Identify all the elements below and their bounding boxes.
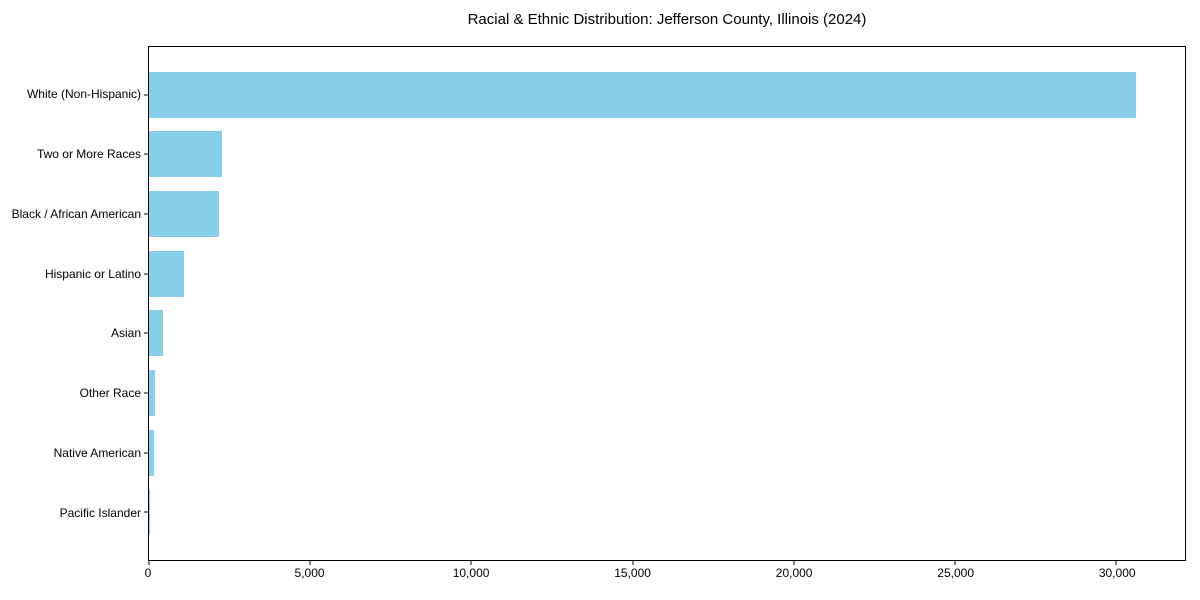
- y-tick-black-african-american: [144, 213, 148, 215]
- bar-native-american: [149, 429, 155, 476]
- y-tick-white-non-hispanic: [144, 94, 148, 96]
- y-axis-labels: White (Non-Hispanic) Two or More Races Bla…: [0, 46, 141, 561]
- y-label-asian: Asian: [110, 326, 141, 341]
- y-tick-hispanic-or-latino: [144, 273, 148, 275]
- y-tick-asian: [144, 332, 148, 334]
- plot-area: [144, 46, 1186, 565]
- y-tick-pacific-islander: [144, 511, 148, 513]
- x-tick-15-000: [632, 561, 634, 565]
- y-label-other-race: Other Race: [79, 386, 141, 401]
- y-label-native-american: Native American: [53, 446, 141, 461]
- y-label-white-non-hispanic: White (Non-Hispanic): [26, 86, 141, 101]
- x-ticklabel-15-000: 15,000: [614, 566, 651, 580]
- y-label-black-african-american: Black / African American: [11, 206, 141, 221]
- x-tick-25-000: [954, 561, 956, 565]
- bar-two-or-more-races: [149, 131, 222, 178]
- y-label-pacific-islander: Pacific Islander: [59, 506, 141, 521]
- x-axis-labels: 0 5,000 10,000 15,000 20,000 25,000 30,000: [144, 566, 1186, 584]
- bar-white-non-hispanic: [149, 71, 1136, 118]
- x-ticklabel-30-000: 30,000: [1098, 566, 1136, 580]
- chart-title: Racial & Ethnic Distribution: Jefferson …: [467, 11, 867, 28]
- x-tick-10-000: [470, 561, 472, 565]
- y-tick-other-race: [144, 392, 148, 394]
- x-tick-0: [148, 561, 150, 565]
- x-ticklabel-20-000: 20,000: [775, 566, 813, 580]
- x-ticklabel-0: 0: [144, 566, 152, 580]
- bar-other-race: [149, 369, 156, 416]
- bar-hispanic-or-latino: [149, 250, 184, 297]
- y-label-two-or-more-races: Two or More Races: [36, 146, 141, 161]
- bar-black-african-american: [149, 191, 219, 238]
- x-ticklabel-25-000: 25,000: [937, 566, 975, 580]
- y-label-hispanic-or-latino: Hispanic or Latino: [44, 266, 141, 281]
- x-tick-5-000: [309, 561, 311, 565]
- x-ticklabel-10-000: 10,000: [452, 566, 490, 580]
- bar-asian: [149, 310, 163, 357]
- y-tick-two-or-more-races: [144, 153, 148, 155]
- x-ticklabel-5-000: 5,000: [294, 566, 325, 580]
- y-tick-native-american: [144, 452, 148, 454]
- x-tick-20-000: [793, 561, 795, 565]
- x-tick-30-000: [1115, 561, 1117, 565]
